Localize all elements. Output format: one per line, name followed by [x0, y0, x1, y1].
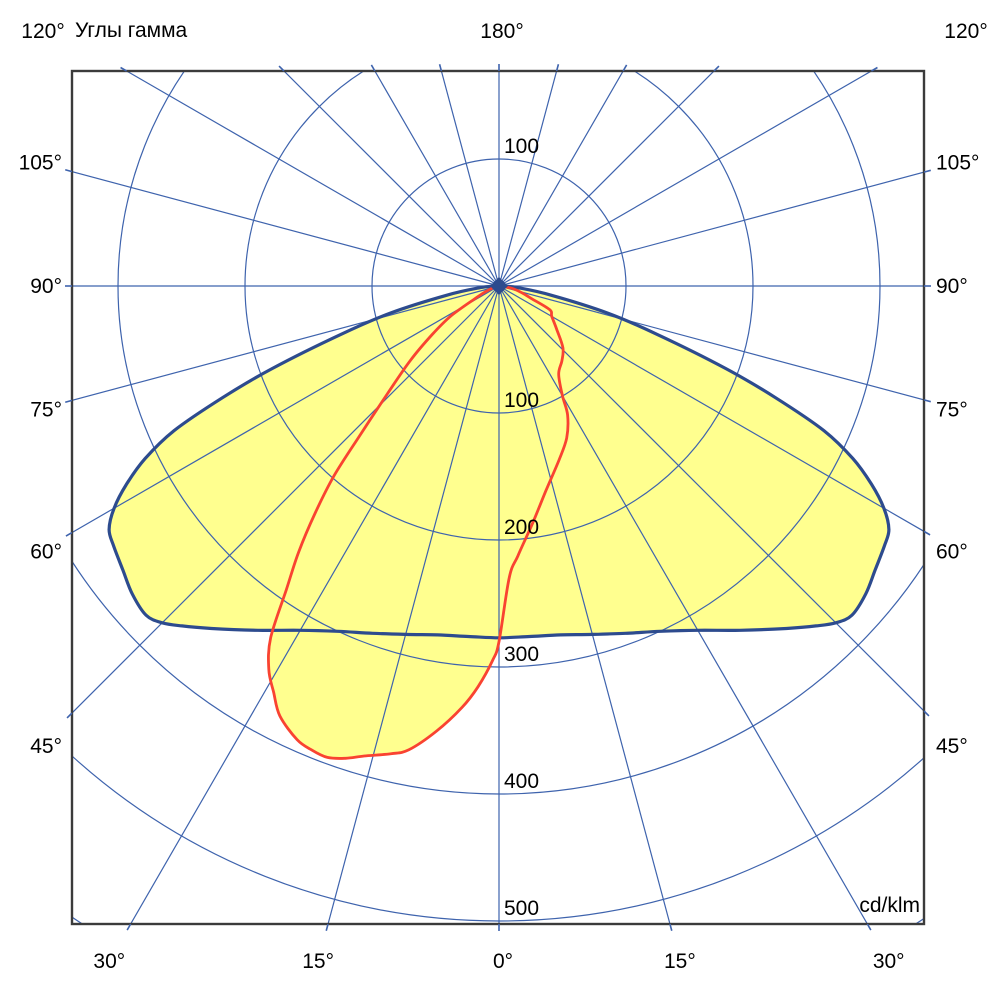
angle-label-right: 90° — [936, 275, 968, 298]
angle-label-right: 105° — [936, 152, 979, 175]
grid-ray — [129, 285, 500, 924]
border-tick — [66, 712, 73, 719]
angle-label-right: 45° — [936, 735, 968, 758]
red-lobe-fill — [268, 285, 568, 759]
angle-label-left: 105° — [19, 152, 62, 175]
grid-ring — [117, 71, 881, 668]
grid-ring — [244, 71, 754, 541]
border-tick — [65, 399, 73, 403]
border-tick — [622, 64, 628, 72]
ring-label: 200 — [504, 516, 539, 539]
grid-ray — [498, 285, 924, 401]
border-tick — [713, 65, 720, 72]
angle-label-right: 60° — [936, 541, 968, 564]
grid-ray — [498, 285, 671, 924]
ring-label: 100 — [504, 389, 539, 412]
grid-ring — [72, 754, 924, 922]
border-tick — [438, 64, 443, 72]
grid-ray — [72, 285, 500, 714]
plot-border — [70, 69, 926, 926]
border-tick — [669, 923, 673, 931]
grid-ray — [498, 71, 624, 287]
grid-ray — [374, 71, 500, 287]
angle-label-top: 120° — [21, 20, 64, 43]
border-tick — [866, 923, 872, 931]
border-tick — [923, 530, 931, 536]
border-tick — [370, 64, 376, 72]
ring-label-upper: 100 — [504, 135, 539, 158]
border-tick — [65, 169, 73, 173]
grid-ray — [72, 170, 500, 287]
border-tick — [923, 399, 931, 403]
angle-label-bottom: 15° — [664, 950, 696, 973]
grid-ray — [440, 71, 500, 287]
grid-ray — [72, 285, 500, 402]
grid-ray — [72, 285, 500, 534]
red-curve — [267, 284, 570, 760]
grid-ray — [125, 71, 500, 287]
grid-ray — [498, 285, 924, 712]
border-tick — [555, 64, 560, 72]
angle-label-bottom: 30° — [873, 950, 905, 973]
grid-ray — [498, 71, 558, 287]
border-tick — [120, 66, 128, 72]
angle-label-bottom: 15° — [302, 950, 334, 973]
grid-ring — [371, 158, 627, 414]
angle-label-right: 75° — [936, 398, 968, 421]
angle-label-left: 90° — [30, 275, 62, 298]
grid-ray — [498, 71, 873, 287]
grid-ring — [72, 559, 924, 795]
border-tick — [923, 710, 930, 717]
angle-label-bottom: 30° — [93, 950, 125, 973]
ring-label: 500 — [504, 897, 539, 920]
chart-title: Углы гамма — [75, 19, 188, 42]
unit-label: cd/klm — [859, 894, 920, 917]
ring-label: 300 — [504, 643, 539, 666]
angle-label-top: 120° — [944, 20, 987, 43]
grid-ray — [283, 71, 500, 287]
border-tick — [325, 923, 329, 931]
border-tick — [278, 65, 285, 72]
border-tick — [65, 531, 73, 537]
grid-ray — [498, 285, 924, 533]
grid-ray — [498, 285, 869, 924]
grid-ray — [498, 171, 924, 287]
angle-label-left: 75° — [30, 398, 62, 421]
border-tick — [870, 66, 878, 72]
angle-label-bottom: 0° — [493, 950, 513, 973]
pole-marker — [490, 277, 508, 295]
angle-label-left: 45° — [30, 735, 62, 758]
grid-ray — [327, 285, 500, 924]
grid-ray — [498, 71, 715, 287]
angle-label-left: 60° — [30, 541, 62, 564]
angle-label-top: 180° — [480, 20, 523, 43]
ring-label: 400 — [504, 770, 539, 793]
border-tick — [126, 923, 132, 931]
border-tick — [923, 169, 931, 173]
